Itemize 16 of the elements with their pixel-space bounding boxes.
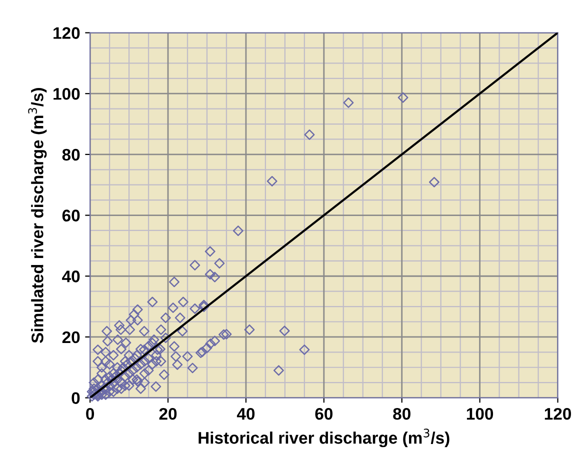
y-tick-label: 0: [72, 392, 80, 404]
x-tick-label: 120: [544, 408, 571, 420]
y-tick-label: 100: [54, 88, 80, 100]
x-tick-label: 60: [315, 408, 332, 420]
y-tick-label: 120: [54, 27, 80, 39]
y-tick-label: 80: [62, 148, 80, 161]
x-tick-label: 40: [236, 408, 255, 420]
y-tick-label: 20: [62, 331, 80, 344]
y-tick-label: 40: [62, 270, 80, 282]
x-tick-label: 100: [466, 408, 494, 420]
x-axis-title: Historical river discharge (m$^{3}$/s): [198, 428, 450, 448]
x-tick-label: 0: [86, 408, 94, 420]
x-tick-label: 20: [159, 408, 177, 420]
y-axis-title: Simulated river discharge (m$^{3}$/s): [28, 88, 47, 343]
x-tick-label: 80: [393, 408, 410, 420]
y-tick-label: 60: [62, 210, 80, 222]
